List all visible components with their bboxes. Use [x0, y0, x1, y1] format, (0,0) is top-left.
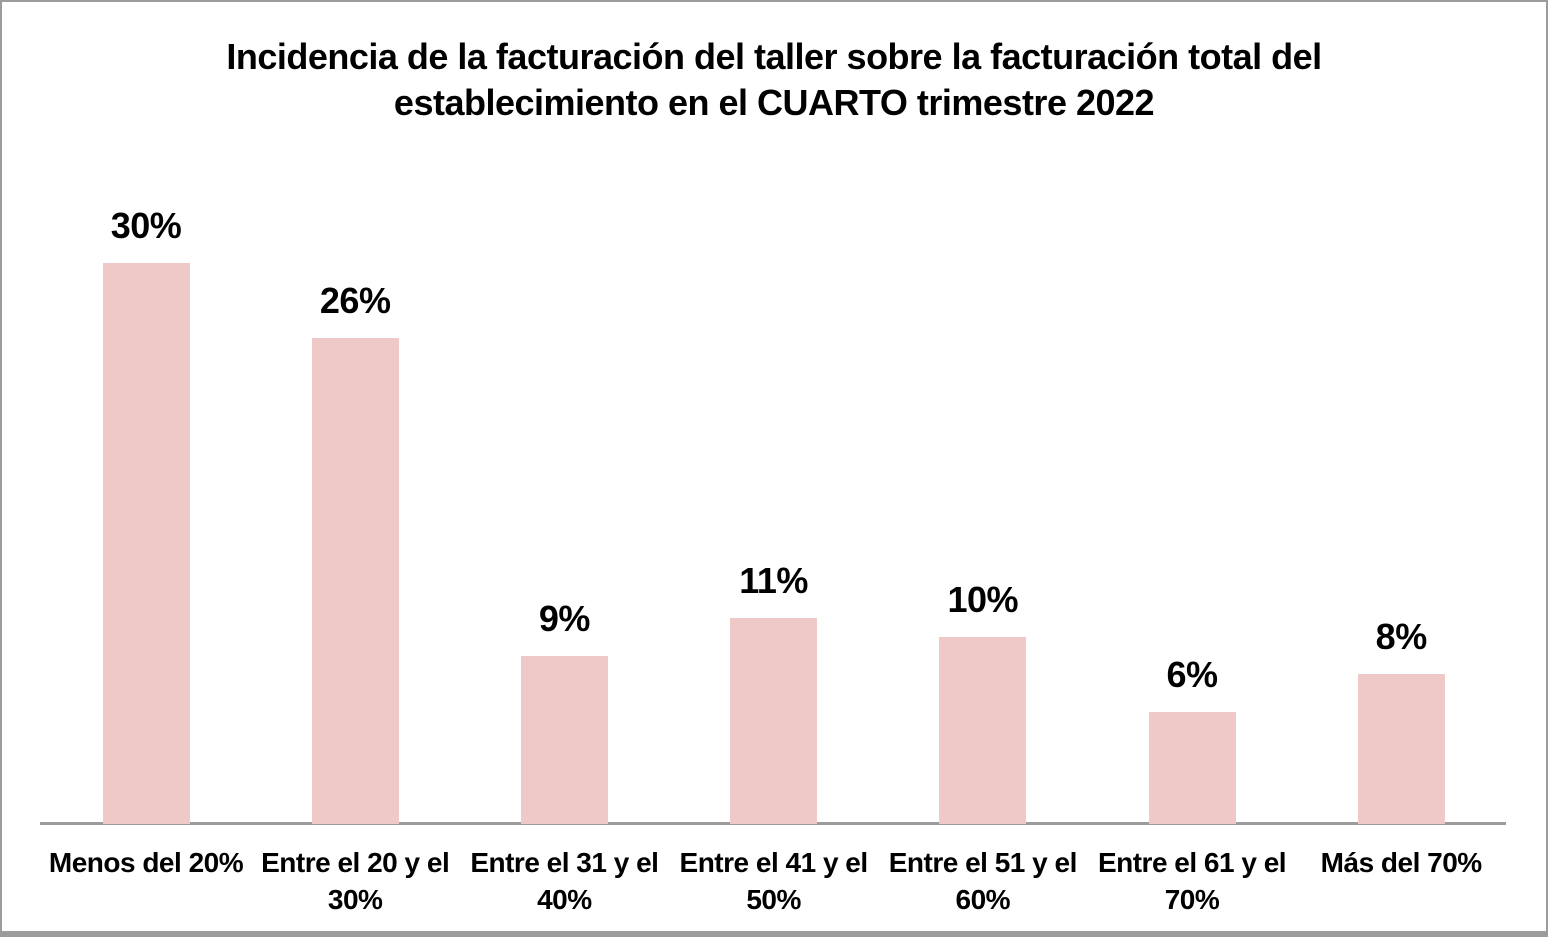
x-axis-category-label: Más del 70%	[1320, 847, 1483, 878]
x-axis-category-label: Entre el 31 y el 40%	[470, 847, 659, 915]
x-axis-category-label: Entre el 41 y el 50%	[679, 847, 869, 915]
bar-value-label: 26%	[319, 280, 391, 321]
bar-value-label: 11%	[739, 560, 808, 601]
bar	[102, 263, 190, 824]
bar-value-label: 9%	[538, 598, 591, 639]
bar-value-label: 30%	[110, 205, 182, 246]
bar	[1357, 674, 1445, 824]
bar-value-label: 8%	[1375, 616, 1428, 657]
bar-value-label: 6%	[1166, 654, 1218, 695]
bar	[730, 618, 818, 824]
bar-value-label: 10%	[947, 579, 1019, 620]
bar	[520, 656, 608, 824]
chart-title: Incidencia de la facturación del taller …	[226, 36, 1322, 123]
x-axis-category-label: Entre el 20 y el 30%	[261, 847, 450, 915]
bar	[939, 637, 1027, 824]
bar	[1148, 712, 1236, 824]
bar	[311, 338, 399, 824]
x-axis-category-label: Entre el 51 y el 60%	[888, 847, 1078, 915]
x-axis-category-label: Entre el 61 y el 70%	[1097, 847, 1287, 915]
x-axis-category-label: Menos del 20%	[48, 847, 244, 878]
